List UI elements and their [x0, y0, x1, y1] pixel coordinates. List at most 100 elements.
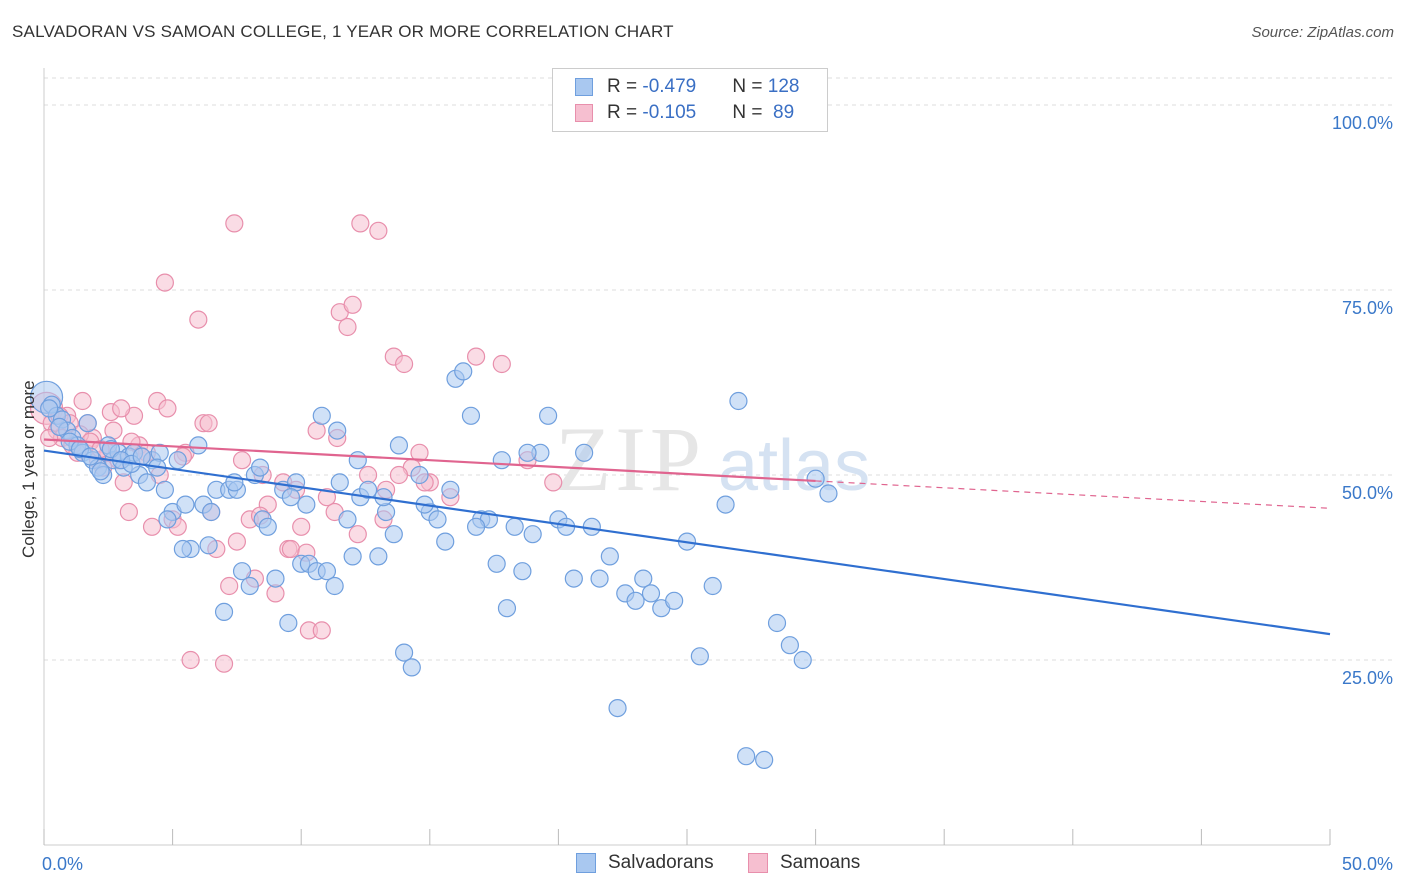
- bottom-legend-salvadorans: Salvadorans: [576, 852, 714, 874]
- axis-layer: 25.0% 50.0% 75.0% 100.0%: [43, 68, 1393, 846]
- salvadoran-point: [325, 576, 344, 596]
- salvadoran-point: [330, 473, 349, 492]
- samoan-point: [214, 654, 234, 673]
- salvadoran-point: [737, 747, 756, 766]
- samoan-point: [317, 488, 337, 507]
- samoan-point: [199, 414, 218, 433]
- samoan-point: [227, 532, 246, 551]
- salvadoran-point: [466, 517, 486, 536]
- trend-layer: [43, 438, 1331, 636]
- salvadoran-point: [793, 650, 812, 670]
- samoan-trend-line: [43, 438, 816, 483]
- correlation-legend: R = -0.479 N = 128 R = -0.105 N = 89: [552, 68, 828, 132]
- samoan-point: [410, 443, 429, 462]
- salvadoran-point: [101, 440, 120, 459]
- samoan-point: [389, 465, 409, 485]
- samoan-point: [158, 399, 177, 418]
- samoan-point: [155, 273, 174, 292]
- salvadoran-point: [394, 643, 414, 662]
- samoan-point: [181, 650, 200, 670]
- salvadoran-point: [492, 451, 511, 470]
- samoan-point: [220, 576, 239, 596]
- samoan-point: [232, 451, 252, 470]
- legend-n-value: 128: [767, 76, 800, 97]
- bottom-legend-swatch-pink: [748, 853, 768, 873]
- salvadoran-point: [91, 462, 110, 481]
- legend-r-label: R =: [607, 102, 643, 123]
- salvadoran-point: [168, 451, 187, 470]
- salvadoran-point: [369, 547, 388, 566]
- salvadoran-point: [132, 447, 151, 466]
- bottom-legend-swatch-blue: [576, 853, 596, 873]
- salvadoran-point: [634, 569, 653, 588]
- salvadoran-point: [402, 658, 421, 677]
- salvadoran-point: [199, 536, 218, 555]
- salvadoran-point: [505, 517, 524, 536]
- salvadoran-point: [389, 436, 409, 455]
- samoan-point: [338, 317, 357, 337]
- y-tick-label: 50.0%: [1342, 483, 1393, 503]
- samoan-point: [292, 517, 311, 536]
- samoan-point: [343, 295, 362, 314]
- salvadoran-point: [441, 480, 460, 499]
- salvadoran-point: [729, 391, 748, 411]
- chart-title: SALVADORAN VS SAMOAN COLLEGE, 1 YEAR OR …: [12, 22, 674, 41]
- y-tick-label: 75.0%: [1342, 298, 1393, 318]
- salvadoran-point: [176, 495, 195, 514]
- legend-r-label: R =: [607, 76, 643, 97]
- samoan-point: [73, 391, 92, 411]
- salvadoran-point: [312, 406, 331, 425]
- salvadoran-point: [297, 495, 316, 514]
- salvadoran-point: [202, 502, 221, 522]
- salvadoran-point: [137, 473, 156, 492]
- legend-swatch-blue: [575, 78, 593, 96]
- salvadoran-point: [436, 532, 455, 551]
- salvadoran-point: [258, 517, 277, 536]
- y-tick-label: 25.0%: [1342, 668, 1393, 688]
- salvadoran-point: [641, 584, 661, 603]
- watermark: ZIP atlas: [555, 408, 870, 510]
- salvadoran-point: [281, 488, 301, 507]
- watermark-atlas: atlas: [718, 426, 870, 506]
- samoan-point: [544, 473, 563, 492]
- salvadoran-point: [703, 576, 722, 596]
- salvadoran-point: [716, 495, 735, 514]
- salvadoran-point: [497, 599, 517, 618]
- salvadoran-point: [600, 547, 619, 566]
- salvadoran-point: [317, 562, 337, 581]
- salvadoran-point: [158, 510, 177, 529]
- salvadoran-point: [358, 480, 378, 499]
- salvadoran-point: [279, 613, 298, 633]
- legend-row-samoans: R = -0.105 N = 89: [575, 101, 794, 125]
- salvadoran-point: [608, 698, 627, 718]
- salvadoran-point: [40, 399, 59, 418]
- salvadoran-point: [819, 484, 838, 503]
- samoan-point: [189, 310, 208, 329]
- bottom-legend-samoans: Samoans: [748, 852, 860, 874]
- legend-row-salvadorans: R = -0.479 N = 128: [575, 75, 799, 99]
- salvadoran-point: [755, 750, 774, 770]
- salvadoran-point: [428, 510, 447, 529]
- salvadoran-point: [348, 451, 367, 470]
- salvadoran-point: [328, 421, 347, 440]
- salvadoran-point: [410, 465, 429, 485]
- salvadoran-point: [266, 569, 285, 588]
- salvadoran-point: [767, 613, 787, 633]
- salvadoran-trend-line: [43, 449, 1331, 636]
- salvadoran-point: [513, 562, 532, 581]
- x-tick-label-max: 50.0%: [1342, 854, 1393, 874]
- salvadoran-point: [523, 525, 542, 544]
- salvadoran-point: [539, 406, 558, 425]
- salvadoran-point: [338, 510, 357, 529]
- salvadoran-point: [690, 647, 709, 666]
- salvadoran-point: [564, 569, 583, 588]
- y-axis-label: College, 1 year or more: [19, 380, 38, 558]
- samoan-point: [351, 214, 370, 233]
- samoan-point: [492, 354, 511, 374]
- x-tick-label-min: 0.0%: [42, 854, 83, 874]
- samoan-point: [348, 525, 367, 544]
- legend-r-value: -0.105: [642, 102, 697, 123]
- legend-n-label: N =: [732, 76, 768, 97]
- points-layer: [29, 214, 838, 770]
